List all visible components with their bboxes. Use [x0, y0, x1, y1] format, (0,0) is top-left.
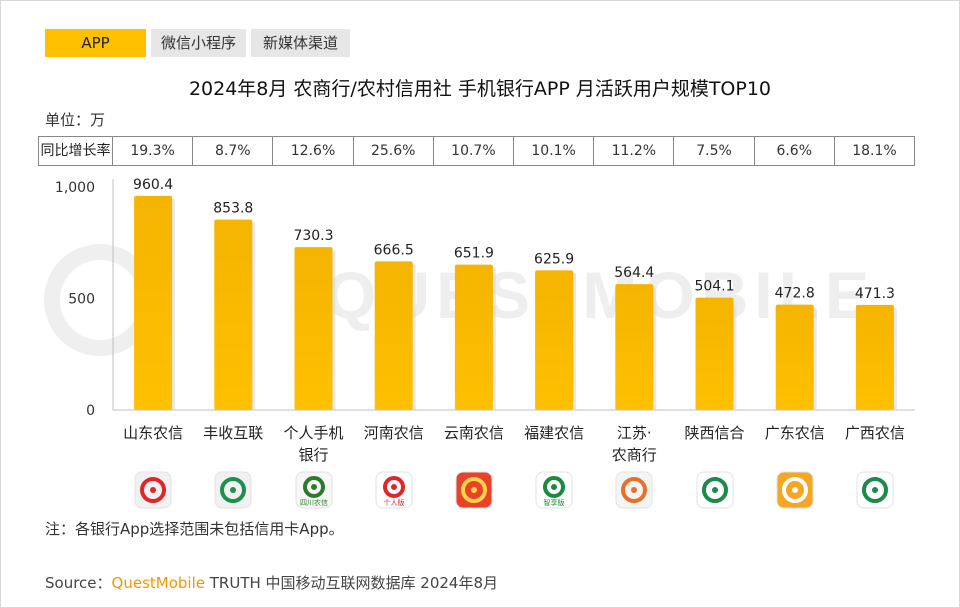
shandong-rural-credit-icon [134, 471, 172, 509]
fujian-rural-credit-icon: 智享版 [535, 471, 573, 509]
bar [695, 297, 734, 410]
svg-text:智享版: 智享版 [544, 498, 565, 507]
bar [855, 304, 894, 410]
growth-rate-cell: 19.3% [113, 137, 194, 165]
x-tick-label: 广西农信 [845, 424, 905, 442]
growth-rate-cell: 18.1% [852, 143, 897, 159]
fengshou-hulian-icon [214, 471, 252, 509]
bar [775, 304, 814, 410]
value-label: 853.8 [213, 201, 253, 217]
x-tick-label: 银行 [298, 446, 328, 464]
y-tick-label: 0 [86, 403, 95, 419]
x-tick-label: 个人手机 [283, 424, 343, 442]
growth-rate-table: 同比增长率 19.3% 8.7% 12.6% 25.6% 10.7% 10.1%… [38, 136, 915, 166]
growth-rate-cell: 11.2% [594, 137, 675, 165]
value-label: 625.9 [534, 251, 574, 267]
growth-rate-cell: 7.5% [674, 137, 755, 165]
growth-rate-cell: 10.1% [514, 137, 595, 165]
x-tick-label: 福建农信 [524, 424, 584, 442]
bar [214, 219, 253, 410]
watermark-logo-ring [44, 244, 156, 356]
tab-wechat-mini-program[interactable]: 微信小程序 [151, 29, 246, 57]
source-brand: QuestMobile [111, 574, 205, 592]
yunnan-rural-credit-icon [455, 471, 493, 509]
y-tick-label: 1,000 [55, 180, 95, 196]
value-label: 651.9 [454, 246, 494, 262]
bar [454, 264, 493, 410]
footnote: 注：各银行App选择范围未包括信用卡App。 [45, 520, 344, 538]
growth-rate-cell: 25.6% [354, 137, 434, 165]
bar [294, 247, 333, 410]
value-label: 564.4 [614, 265, 654, 281]
value-label: 472.8 [775, 286, 815, 302]
growth-rate-cell: 8.7% [193, 137, 274, 165]
bar [615, 284, 654, 410]
x-tick-label: 陕西信合 [684, 424, 744, 442]
value-label: 666.5 [374, 242, 414, 258]
source-prefix: Source： [45, 574, 112, 592]
svg-text:个人版: 个人版 [383, 498, 404, 507]
chart-title: 2024年8月 农商行/农村信用社 手机银行APP 月活跃用户规模TOP10 [188, 78, 772, 100]
source-line: Source：QuestMobile TRUTH 中国移动互联网数据库 2024… [45, 572, 498, 593]
value-label: 960.4 [133, 177, 173, 193]
value-label: 504.1 [694, 279, 734, 295]
jiangsu-rural-bank-icon [615, 471, 653, 509]
bar [134, 195, 173, 410]
tab-new-media-channel[interactable]: 新媒体渠道 [251, 29, 350, 57]
guangxi-rural-credit-icon [856, 471, 894, 509]
x-tick-label: 广东农信 [765, 424, 825, 442]
svg-text:四川农信: 四川农信 [300, 498, 328, 507]
x-tick-label: 农商行 [612, 446, 657, 464]
growth-rate-cell: 10.7% [434, 137, 515, 165]
x-tick-label: 丰收互联 [203, 424, 263, 442]
x-tick-label: 河南农信 [364, 424, 424, 442]
value-label: 730.3 [293, 228, 333, 244]
tab-app[interactable]: APP [45, 29, 146, 57]
y-tick-label: 500 [68, 292, 95, 308]
x-tick-label: 云南农信 [444, 424, 504, 442]
source-rest: TRUTH 中国移动互联网数据库 2024年8月 [204, 574, 499, 592]
growth-rate-cell: 6.6% [755, 137, 835, 165]
guangdong-rural-credit-icon [776, 471, 814, 509]
x-tick-label: 山东农信 [123, 424, 183, 442]
unit-label: 单位：万 [45, 111, 106, 129]
shaanxi-xinhe-icon [696, 471, 734, 509]
growth-rate-header: 同比增长率 [39, 137, 113, 165]
henan-rural-credit-icon: 个人版 [375, 471, 413, 509]
sichuan-rural-credit-icon: 四川农信 [295, 471, 333, 509]
growth-rate-cell: 12.6% [273, 137, 354, 165]
bar [535, 270, 574, 410]
bar [374, 261, 413, 410]
x-tick-label: 江苏· [617, 424, 652, 442]
value-label: 471.3 [855, 286, 895, 302]
